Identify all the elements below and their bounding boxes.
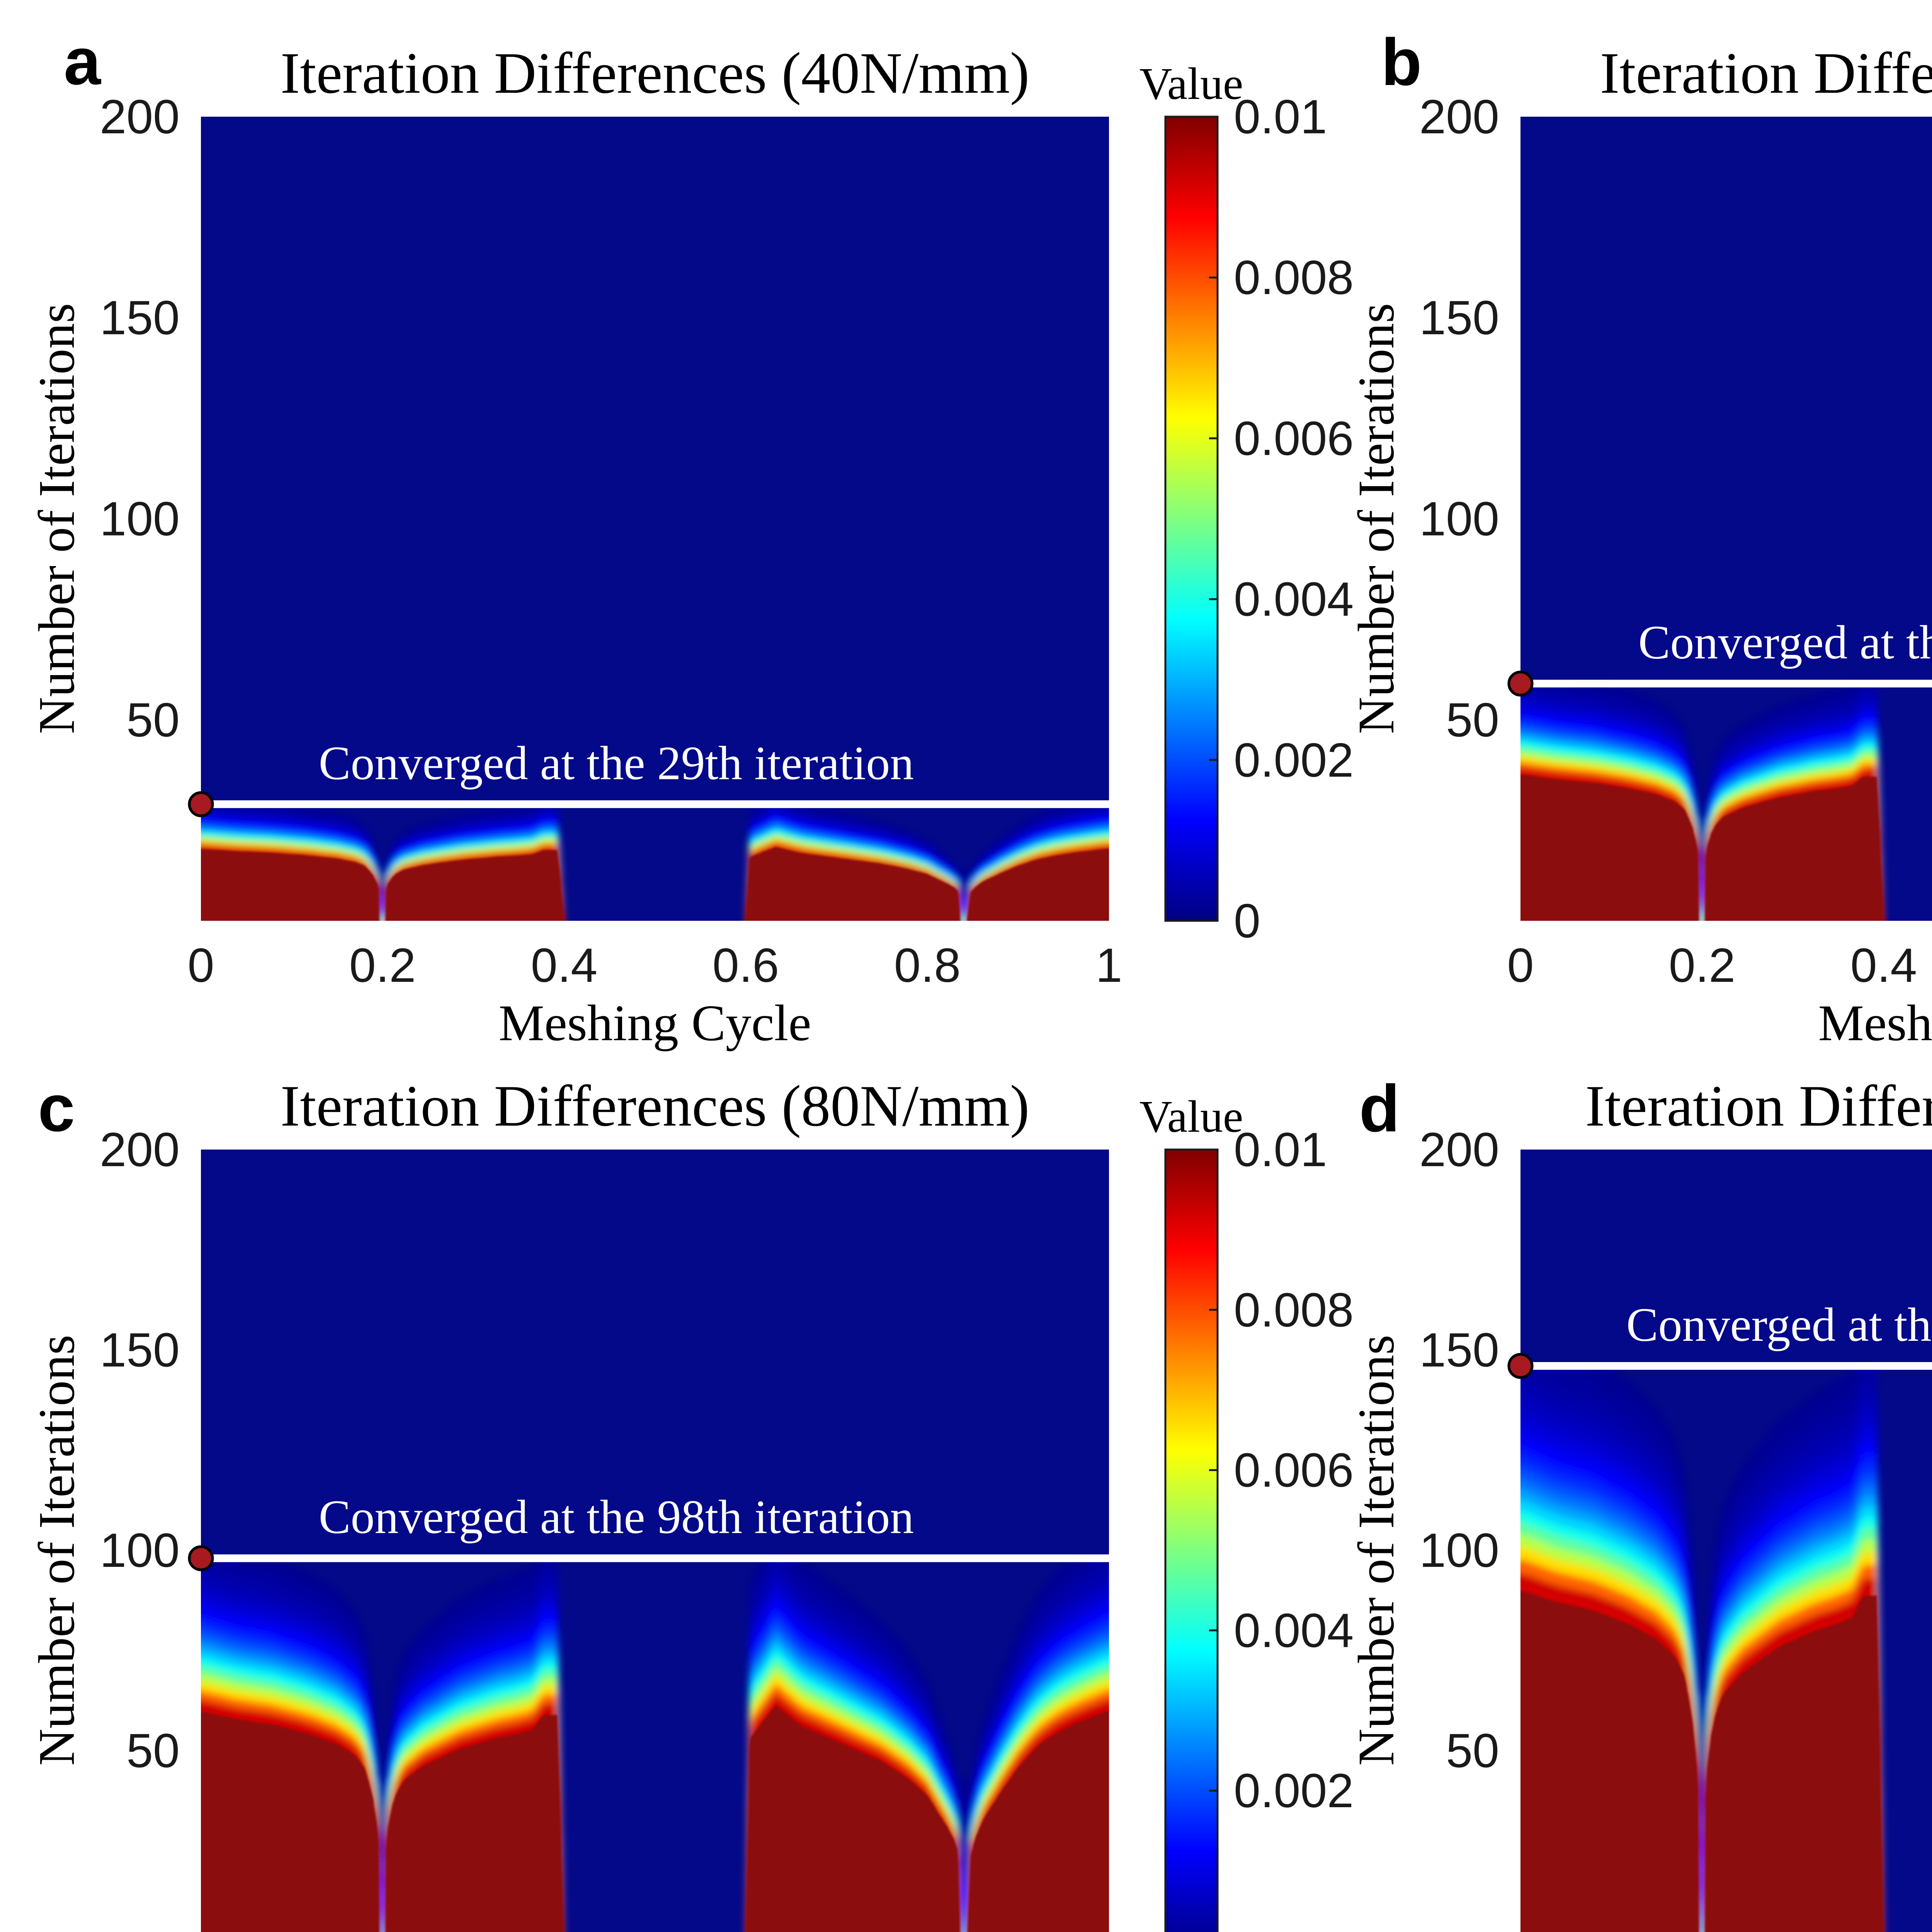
svg-text:Number of Iterations: Number of Iterations xyxy=(28,1335,85,1765)
svg-text:Number of Iterations: Number of Iterations xyxy=(1347,303,1405,734)
svg-text:50: 50 xyxy=(126,1725,180,1778)
svg-text:b: b xyxy=(1381,25,1422,99)
svg-text:0.01: 0.01 xyxy=(1234,90,1327,144)
svg-text:Value: Value xyxy=(1139,58,1243,109)
svg-text:Converged at the 29th iteratio: Converged at the 29th iteration xyxy=(319,736,914,789)
svg-text:Converged at the 98th iteratio: Converged at the 98th iteration xyxy=(319,1491,914,1544)
svg-text:150: 150 xyxy=(100,1324,180,1377)
svg-text:Number of Iterations: Number of Iterations xyxy=(28,303,85,734)
svg-text:200: 200 xyxy=(100,90,180,144)
svg-text:150: 150 xyxy=(1419,1324,1499,1377)
svg-text:Iteration Differences (60N/mm): Iteration Differences (60N/mm) xyxy=(1600,41,1932,105)
svg-text:Number of Iterations: Number of Iterations xyxy=(1347,1335,1405,1765)
svg-text:Converged at the 146th iterati: Converged at the 146th iteration xyxy=(1626,1298,1932,1351)
svg-text:0.2: 0.2 xyxy=(1669,939,1735,992)
svg-text:0.006: 0.006 xyxy=(1234,1444,1354,1497)
svg-text:0.002: 0.002 xyxy=(1234,1764,1354,1818)
svg-text:100: 100 xyxy=(100,1524,180,1577)
svg-text:0.4: 0.4 xyxy=(531,939,597,992)
svg-text:0.008: 0.008 xyxy=(1234,1284,1354,1337)
svg-text:100: 100 xyxy=(100,493,180,546)
svg-text:0.008: 0.008 xyxy=(1234,251,1354,304)
svg-text:0: 0 xyxy=(1234,1925,1260,1932)
svg-text:d: d xyxy=(1359,1071,1400,1146)
svg-text:Iteration Differences (40N/mm): Iteration Differences (40N/mm) xyxy=(281,41,1030,105)
svg-text:100: 100 xyxy=(1419,1524,1499,1577)
svg-text:Meshing Cycle: Meshing Cycle xyxy=(1818,994,1932,1051)
svg-text:Value: Value xyxy=(1139,1091,1243,1142)
svg-text:50: 50 xyxy=(126,694,180,747)
svg-text:0: 0 xyxy=(1507,939,1534,992)
svg-text:50: 50 xyxy=(1446,694,1499,747)
svg-text:a: a xyxy=(64,24,101,99)
svg-text:0.004: 0.004 xyxy=(1234,1604,1354,1657)
svg-text:150: 150 xyxy=(1419,291,1499,345)
svg-text:100: 100 xyxy=(1419,493,1499,546)
svg-text:0.004: 0.004 xyxy=(1234,573,1354,626)
svg-text:Converged at the 59th iteratio: Converged at the 59th iteration xyxy=(1638,616,1932,669)
svg-text:0: 0 xyxy=(1234,895,1260,948)
svg-text:50: 50 xyxy=(1446,1725,1499,1778)
svg-text:200: 200 xyxy=(100,1123,180,1177)
svg-text:Meshing Cycle: Meshing Cycle xyxy=(499,994,811,1051)
svg-text:200: 200 xyxy=(1419,1123,1499,1177)
svg-text:200: 200 xyxy=(1419,90,1499,144)
svg-text:0.2: 0.2 xyxy=(349,939,416,992)
svg-text:0.4: 0.4 xyxy=(1850,939,1917,992)
svg-text:c: c xyxy=(38,1071,75,1145)
svg-text:1: 1 xyxy=(1096,939,1122,992)
svg-text:0.006: 0.006 xyxy=(1234,412,1354,465)
svg-text:0.8: 0.8 xyxy=(894,939,961,992)
svg-text:0.01: 0.01 xyxy=(1234,1123,1327,1177)
svg-text:150: 150 xyxy=(100,291,180,345)
svg-text:Iteration Differences (80N/mm): Iteration Differences (80N/mm) xyxy=(281,1073,1030,1138)
svg-text:0: 0 xyxy=(188,939,214,992)
svg-text:0.002: 0.002 xyxy=(1234,734,1354,787)
svg-text:Iteration Differences (100N/mm: Iteration Differences (100N/mm) xyxy=(1585,1073,1932,1138)
svg-text:0.6: 0.6 xyxy=(713,939,779,992)
